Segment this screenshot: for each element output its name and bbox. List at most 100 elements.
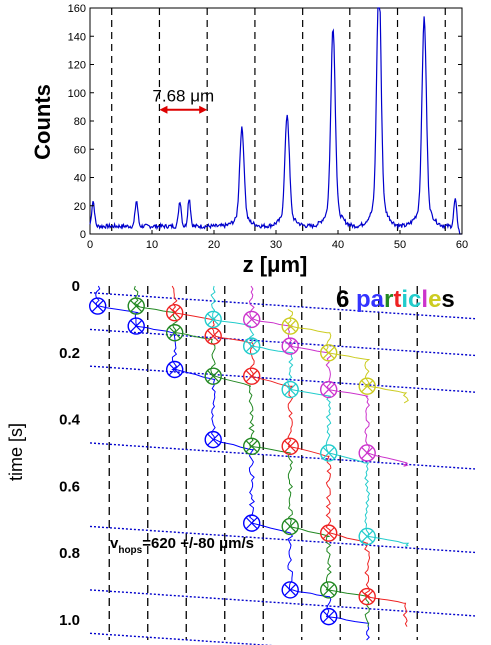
hop-marker-cross (284, 340, 297, 353)
hop-marker-cross (284, 583, 297, 596)
hop-marker-cross (245, 340, 258, 353)
top-y-tick-label: 60 (74, 144, 86, 156)
particle-trajectories-panel: 0 0.2 0.4 0.6 0.8 1.0 time [s] 6 particles vh… (6, 278, 476, 645)
hop-marker-cross (245, 517, 258, 530)
top-x-tick-label: 10 (146, 239, 158, 251)
hop-marker (242, 437, 261, 456)
hop-marker (281, 517, 299, 536)
title-segment: t (393, 286, 401, 313)
top-x-tick-label: 50 (394, 239, 406, 251)
hop-marker (281, 317, 299, 335)
hop-marker-cross (361, 447, 374, 459)
hop-marker-cross (284, 320, 297, 332)
hop-marker-cross (284, 440, 297, 453)
hop-line (89, 589, 476, 617)
spacing-arrow-head-left (159, 105, 168, 114)
top-y-tick-label: 0 (80, 229, 86, 241)
z-axis-label: z [μm] (243, 252, 308, 277)
hop-marker (320, 524, 338, 542)
top-y-tick-label: 140 (68, 31, 86, 43)
hop-marker-cross (284, 383, 297, 396)
top-x-tick-label: 20 (208, 239, 220, 251)
top-y-tick-label: 120 (68, 60, 86, 72)
hop-marker (320, 581, 338, 599)
hop-marker (281, 380, 299, 399)
title-segment: e (428, 286, 441, 313)
top-y-tick-label: 80 (74, 116, 86, 128)
title-segment: ic (401, 286, 421, 313)
time-axis-label: time [s] (6, 423, 26, 481)
velocity-symbol: v (110, 535, 119, 552)
title-segment: l (421, 286, 428, 313)
hop-marker (204, 310, 222, 329)
hop-line (89, 365, 476, 393)
top-y-ticks: 0 20 40 60 80 100 120 140 160 (68, 3, 462, 241)
hop-marker-cross (130, 320, 143, 332)
counts-curve (89, 7, 462, 235)
particle-trajectory (287, 308, 409, 404)
hop-marker (88, 297, 107, 315)
hop-marker (358, 587, 376, 606)
counts-histogram-panel: 0 20 40 60 80 100 120 140 160 0 10 20 30 40 50 60 Coun… (30, 3, 468, 277)
hop-marker-cross (168, 326, 181, 339)
hop-marker (242, 310, 261, 329)
top-axes-frame (89, 7, 463, 235)
hop-marker (242, 367, 261, 385)
hop-marker-cross (322, 346, 335, 359)
hop-marker (281, 581, 299, 599)
hop-marker (281, 337, 299, 355)
counts-axis-label: Counts (30, 84, 55, 160)
hop-marker-cross (245, 370, 258, 383)
hop-marker (281, 437, 299, 456)
hop-marker (242, 514, 261, 532)
hop-marker (204, 367, 222, 385)
hop-marker (358, 444, 376, 462)
spacing-label: 7.68 μm (152, 87, 214, 106)
top-y-tick-label: 100 (68, 88, 86, 100)
hop-marker-cross (130, 300, 143, 312)
hop-marker (358, 527, 376, 546)
bottom-y-tick-label: 0.6 (59, 478, 80, 495)
hop-marker-cross (361, 530, 374, 543)
hop-marker-cross (361, 590, 374, 603)
hop-marker-cross (168, 306, 181, 319)
hop-marker (165, 360, 184, 379)
bottom-y-tick-label: 0.2 (59, 345, 80, 362)
particles-title: 6 particles (336, 286, 455, 313)
hop-marker (242, 337, 261, 355)
particle-trajectory (210, 285, 410, 547)
hop-marker (320, 607, 338, 626)
hop-marker-cross (91, 300, 104, 312)
hop-marker-cross (207, 433, 220, 446)
spacing-annotation: 7.68 μm (152, 87, 214, 114)
title-segment: pa (356, 286, 385, 313)
bottom-dashed-guide-lines (108, 286, 418, 640)
hop-marker-cross (322, 383, 335, 396)
hop-marker-cross (322, 583, 335, 596)
bottom-y-ticks: 0 0.2 0.4 0.6 0.8 1.0 (59, 278, 81, 629)
top-x-tick-label: 30 (270, 239, 282, 251)
velocity-value: =620 +/-80 μm/s (142, 535, 254, 552)
velocity-subscript: hops (118, 545, 142, 556)
particle-trajectory (95, 285, 370, 641)
top-x-tick-label: 60 (456, 239, 468, 251)
top-y-tick-label: 160 (68, 3, 86, 15)
velocity-label: vhops=620 +/-80 μm/s (110, 535, 254, 556)
title-segment: 6 (336, 286, 356, 313)
hop-marker-cross (322, 610, 335, 623)
hop-marker-cross (207, 330, 220, 343)
hop-marker-cross (207, 313, 220, 326)
hop-marker (204, 430, 222, 449)
bottom-y-tick-label: 0 (72, 278, 80, 295)
hop-marker (127, 317, 145, 335)
hop-marker-cross (245, 440, 258, 453)
hop-marker (320, 380, 338, 399)
hop-line (89, 525, 476, 554)
top-y-tick-label: 20 (74, 201, 86, 213)
top-dashed-guide-lines (111, 8, 446, 234)
hop-marker (165, 324, 184, 342)
hop-marker (320, 444, 338, 462)
hop-marker (127, 297, 145, 315)
title-segment: s (441, 286, 454, 313)
